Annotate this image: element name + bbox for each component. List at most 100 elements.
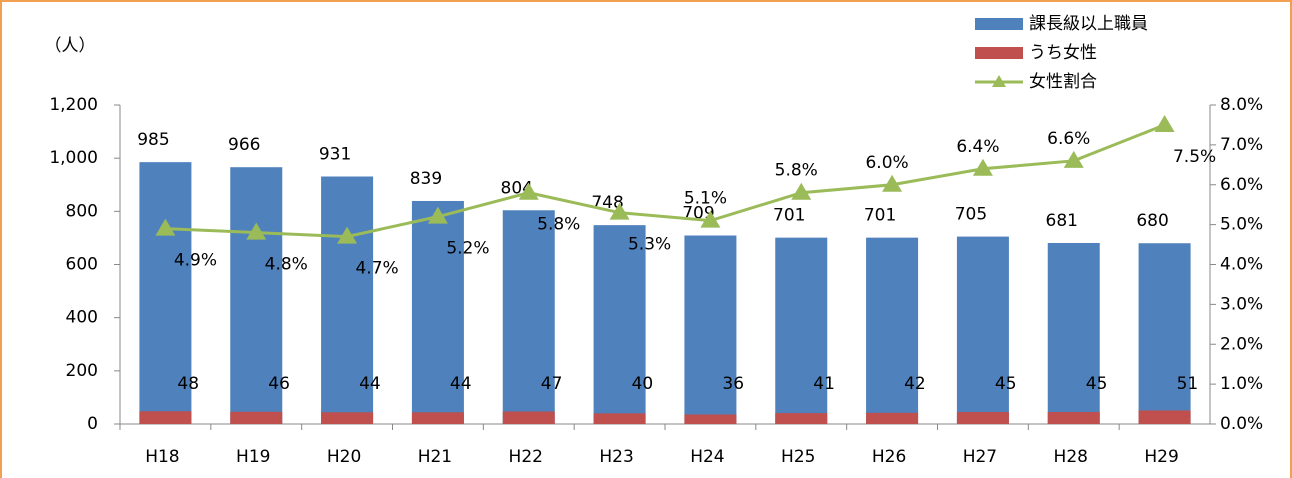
data-label: 6.0%: [865, 153, 908, 173]
data-label: 680: [1136, 211, 1168, 231]
data-label: 47: [541, 374, 563, 394]
data-label: 6.4%: [956, 137, 999, 157]
bar: [775, 413, 828, 424]
x-tick-label: H20: [327, 447, 361, 467]
marker: [246, 222, 267, 240]
bar: [956, 412, 1009, 424]
y-tick-label: 800: [66, 201, 98, 221]
marker: [427, 206, 448, 224]
bar: [139, 162, 192, 424]
data-label: 36: [722, 374, 744, 394]
legend-swatch: [975, 47, 1023, 59]
bar: [502, 210, 555, 424]
data-label: 44: [450, 374, 472, 394]
y-tick-label: 0: [87, 414, 98, 434]
data-label: 6.6%: [1047, 129, 1090, 149]
bar: [230, 411, 283, 424]
y2-tick-label: 4.0%: [1220, 255, 1263, 275]
bar: [1138, 410, 1191, 424]
bar: [1138, 243, 1191, 424]
y-tick-label: 1,000: [49, 148, 98, 168]
marker: [791, 182, 812, 200]
marker: [609, 202, 630, 220]
bar: [411, 200, 464, 424]
legend-label: うち女性: [1029, 43, 1097, 63]
data-label: 5.1%: [684, 189, 727, 209]
bar: [775, 237, 828, 424]
y2-tick-label: 0.0%: [1220, 414, 1263, 434]
data-label: 51: [1177, 374, 1199, 394]
marker: [155, 218, 176, 236]
x-tick-label: H25: [781, 447, 815, 467]
y2-tick-label: 8.0%: [1220, 95, 1263, 115]
legend-label: 課長級以上職員: [1029, 14, 1148, 34]
bar: [684, 414, 737, 424]
data-label: 4.8%: [265, 255, 308, 275]
data-label: 40: [632, 374, 654, 394]
x-tick-label: H29: [1144, 447, 1178, 467]
x-tick-label: H27: [963, 447, 997, 467]
data-label: 44: [359, 374, 381, 394]
marker: [518, 182, 539, 200]
y-tick-label: 600: [66, 255, 98, 275]
data-label: 42: [904, 374, 926, 394]
legend-marker: [992, 75, 1006, 87]
y-axis-label: （人）: [45, 36, 96, 56]
y-tick-label: 200: [66, 361, 98, 381]
marker: [337, 226, 358, 244]
y2-tick-label: 2.0%: [1220, 334, 1263, 354]
marker: [882, 174, 903, 192]
data-label: 48: [177, 374, 199, 394]
y2-tick-label: 7.0%: [1220, 135, 1263, 155]
data-label: 681: [1046, 211, 1078, 231]
bar: [866, 412, 919, 424]
data-label: 701: [864, 206, 896, 226]
bar: [1047, 412, 1100, 424]
bar: [321, 412, 374, 424]
data-label: 46: [268, 374, 290, 394]
bar: [593, 413, 646, 424]
legend-label: 女性割合: [1029, 72, 1097, 92]
data-label: 5.8%: [537, 215, 580, 235]
bar: [411, 412, 464, 424]
bar: [139, 411, 192, 424]
data-label: 41: [813, 374, 835, 394]
y2-tick-label: 5.0%: [1220, 215, 1263, 235]
data-label: 5.3%: [628, 235, 671, 255]
data-label: 7.5%: [1173, 147, 1216, 167]
y-tick-label: 1,200: [49, 95, 98, 115]
marker: [1063, 150, 1084, 168]
y2-tick-label: 1.0%: [1220, 374, 1263, 394]
data-label: 4.7%: [355, 259, 398, 279]
bar: [866, 237, 919, 424]
data-label: 966: [228, 135, 260, 155]
y2-tick-label: 3.0%: [1220, 294, 1263, 314]
data-label: 45: [995, 374, 1017, 394]
line: [165, 123, 1166, 239]
bar: [956, 236, 1009, 424]
marker: [972, 158, 993, 176]
data-label: 701: [773, 206, 805, 226]
x-tick-label: H28: [1054, 447, 1088, 467]
y-tick-label: 400: [66, 308, 98, 328]
marker: [700, 210, 721, 228]
bar: [1047, 242, 1100, 424]
bar: [502, 411, 555, 424]
data-label: 4.9%: [174, 251, 217, 271]
data-label: 5.8%: [775, 161, 818, 181]
marker: [1154, 114, 1175, 132]
bar: [593, 225, 646, 424]
legend-swatch: [975, 18, 1023, 30]
x-tick-label: H26: [872, 447, 906, 467]
data-label: 45: [1086, 374, 1108, 394]
data-label: 931: [319, 145, 351, 165]
x-tick-label: H24: [690, 447, 724, 467]
x-tick-label: H21: [418, 447, 452, 467]
data-label: 5.2%: [446, 239, 489, 259]
x-tick-label: H22: [509, 447, 543, 467]
bar: [230, 167, 283, 424]
x-tick-label: H19: [236, 447, 270, 467]
bar: [321, 176, 374, 424]
data-label: 985: [137, 130, 169, 150]
